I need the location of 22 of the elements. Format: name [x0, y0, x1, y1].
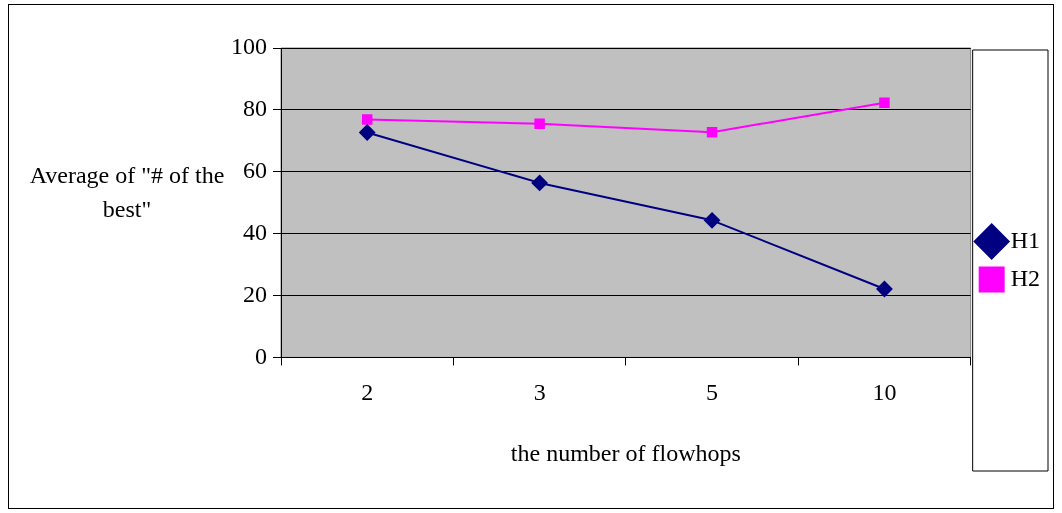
point	[361, 114, 373, 125]
point	[534, 118, 545, 130]
y-tick-label: 0	[255, 342, 267, 369]
x-tick-label: 5	[706, 379, 719, 406]
y-tick-label: 80	[243, 95, 267, 122]
x-tick-label: 3	[533, 379, 546, 406]
x-axis-title: the number of flowhops	[510, 439, 741, 466]
x-tick-label: 2	[361, 379, 374, 406]
y-tick-label: 40	[243, 218, 267, 245]
y-tick-label: 60	[243, 157, 267, 184]
point	[876, 281, 893, 298]
legend-label: H1	[1010, 226, 1041, 253]
y-tick-label: 20	[243, 280, 267, 307]
point	[706, 126, 718, 138]
point	[704, 212, 721, 229]
y-tick-label: 100	[231, 33, 267, 60]
x-tick-label: 10	[872, 379, 897, 406]
legend-label: H2	[1010, 264, 1041, 291]
point	[359, 124, 376, 141]
y-axis-title: Average of "# of the best"	[28, 161, 226, 224]
point	[879, 97, 890, 109]
point	[531, 174, 548, 191]
